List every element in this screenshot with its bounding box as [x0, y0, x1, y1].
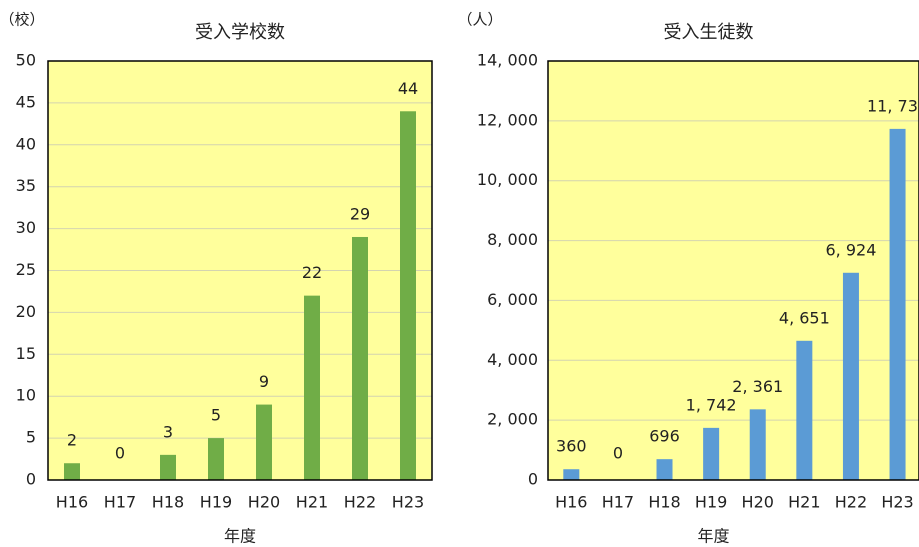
bar — [256, 404, 272, 480]
x-tick-label: H21 — [296, 493, 328, 512]
bar — [796, 340, 813, 480]
x-tick-label: H20 — [742, 493, 774, 512]
x-tick-label: H16 — [555, 493, 587, 512]
data-label: 2, 361 — [732, 377, 783, 396]
y-tick-label: 10 — [16, 386, 36, 405]
y-tick-label: 6, 000 — [487, 290, 538, 309]
bar — [749, 409, 766, 480]
data-label: 44 — [398, 79, 418, 98]
bar — [400, 111, 416, 480]
bar — [656, 459, 673, 480]
x-axis-label: 年度 — [224, 527, 256, 546]
data-label: 360 — [556, 437, 587, 456]
plot-area — [548, 61, 919, 480]
data-label: 5 — [211, 406, 221, 425]
y-tick-label: 4, 000 — [487, 350, 538, 369]
chart-title: 受入学校数 — [195, 22, 285, 43]
x-tick-label: H19 — [200, 493, 232, 512]
plot-border — [47, 60, 433, 481]
data-label: 6, 924 — [825, 240, 876, 259]
data-label: 696 — [649, 427, 680, 446]
bar — [889, 128, 906, 481]
y-tick-label: 20 — [16, 302, 36, 321]
x-tick-label: H18 — [152, 493, 184, 512]
y-tick-label: 30 — [16, 218, 36, 237]
data-label: 29 — [350, 204, 370, 223]
chart-title: 受入生徒数 — [664, 22, 754, 43]
y-tick-label: 10, 000 — [477, 170, 538, 189]
x-tick-label: H22 — [835, 493, 867, 512]
x-tick-label: H17 — [104, 493, 136, 512]
y-tick-label: 25 — [16, 260, 36, 279]
y-tick-label: 0 — [528, 470, 538, 489]
y-tick-label: 45 — [16, 92, 36, 111]
y-tick-label: 2, 000 — [487, 410, 538, 429]
x-tick-label: H17 — [602, 493, 634, 512]
x-tick-label: H19 — [695, 493, 727, 512]
x-tick-label: H16 — [56, 493, 88, 512]
x-tick-label: H22 — [344, 493, 376, 512]
unit-label: （人） — [457, 11, 502, 29]
data-label: 1, 742 — [686, 395, 737, 414]
bar — [842, 272, 859, 480]
bar — [703, 427, 720, 480]
unit-label: （校） — [0, 11, 45, 29]
y-tick-label: 14, 000 — [477, 51, 538, 70]
bar — [563, 469, 580, 480]
bar — [160, 454, 176, 480]
bar — [208, 438, 224, 480]
data-label: 0 — [613, 444, 623, 463]
x-tick-label: H18 — [648, 493, 680, 512]
x-tick-label: H21 — [788, 493, 820, 512]
y-tick-label: 35 — [16, 176, 36, 195]
data-label: 3 — [163, 422, 173, 441]
x-tick-label: H23 — [392, 493, 424, 512]
y-tick-label: 5 — [26, 428, 36, 447]
y-tick-label: 50 — [16, 51, 36, 70]
y-tick-label: 12, 000 — [477, 110, 538, 129]
bar — [64, 463, 80, 480]
data-label: 4, 651 — [779, 308, 830, 327]
y-tick-label: 40 — [16, 134, 36, 153]
bar — [304, 295, 320, 480]
plot-border — [547, 60, 919, 481]
x-axis-label: 年度 — [697, 527, 729, 546]
data-label: 0 — [115, 444, 125, 463]
x-tick-label: H20 — [248, 493, 280, 512]
x-tick-label: H23 — [881, 493, 913, 512]
y-tick-label: 15 — [16, 344, 36, 363]
bar — [352, 236, 368, 480]
y-tick-label: 8, 000 — [487, 230, 538, 249]
data-label: 2 — [67, 431, 77, 450]
data-label: 22 — [302, 263, 322, 282]
data-label: 11, 732 — [867, 96, 919, 115]
data-label: 9 — [259, 372, 269, 391]
y-tick-label: 0 — [26, 470, 36, 489]
